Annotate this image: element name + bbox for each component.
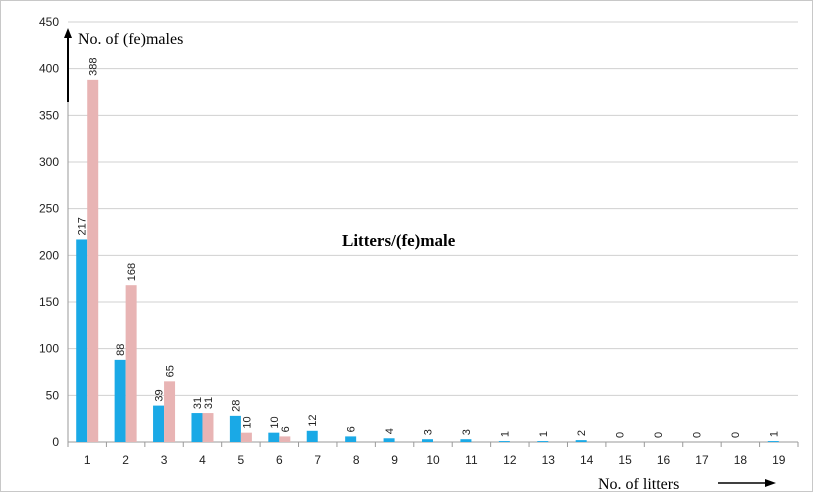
bar-s1-6 xyxy=(268,432,280,442)
bars xyxy=(76,79,779,442)
x-tick-label-14: 14 xyxy=(580,453,594,467)
gridlines xyxy=(67,21,798,443)
bar-s1-13 xyxy=(537,441,549,442)
data-label-s1-14: 2 xyxy=(576,430,588,436)
bar-s2-3 xyxy=(164,381,176,442)
data-label-s1-2: 88 xyxy=(115,344,127,356)
data-label-s1-13: 1 xyxy=(538,431,550,437)
y-tick-label-200: 200 xyxy=(39,248,59,262)
x-tick-label-2: 2 xyxy=(122,453,129,467)
data-label-s2-3: 65 xyxy=(165,365,177,377)
x-tick-label-13: 13 xyxy=(542,453,556,467)
data-label-s1-1: 217 xyxy=(77,217,89,235)
data-label-s1-10: 3 xyxy=(423,429,435,435)
x-tick-label-11: 11 xyxy=(465,453,478,467)
x-tick-label-19: 19 xyxy=(772,453,786,467)
y-tick-label-450: 450 xyxy=(39,15,59,29)
data-label-s1-6: 10 xyxy=(269,416,281,428)
data-label-s1-4: 31 xyxy=(192,397,204,409)
x-axis-ticks: 1 2 3 4 5 6 7 8 9 10 11 12 13 14 15 16 17 18 19 xyxy=(67,442,799,467)
bar-s1-3 xyxy=(153,405,165,442)
data-label-s1-5: 28 xyxy=(230,400,242,412)
x-tick-label-5: 5 xyxy=(238,453,245,467)
y-tick-label-50: 50 xyxy=(46,388,60,402)
bar-s1-7 xyxy=(306,430,318,442)
bar-s1-8 xyxy=(345,436,357,442)
x-tick-label-1: 1 xyxy=(84,453,91,467)
x-axis-arrow-head xyxy=(765,479,776,487)
y-axis-label: No. of (fe)males xyxy=(78,31,183,48)
data-label-s1-19: 1 xyxy=(768,431,780,437)
y-axis-ticks: 0 50 100 150 200 250 300 350 400 450 xyxy=(39,15,59,449)
y-tick-label-100: 100 xyxy=(39,342,59,356)
data-label-s1-16: 0 xyxy=(653,432,665,438)
bar-s2-5 xyxy=(240,432,252,442)
bar-s1-5 xyxy=(229,415,241,442)
bar-s2-6 xyxy=(279,436,291,442)
x-tick-label-18: 18 xyxy=(734,453,748,467)
bar-s2-2 xyxy=(125,285,137,442)
y-tick-label-400: 400 xyxy=(39,62,59,76)
y-tick-label-300: 300 xyxy=(39,155,59,169)
bar-s2-4 xyxy=(202,413,214,442)
data-label-s1-7: 12 xyxy=(307,415,319,427)
bar-s1-11 xyxy=(460,439,472,442)
x-tick-label-6: 6 xyxy=(276,453,283,467)
data-label-s1-12: 1 xyxy=(499,431,511,437)
data-label-s1-9: 4 xyxy=(384,428,396,434)
data-label-s2-5: 10 xyxy=(241,416,253,428)
data-label-s1-8: 6 xyxy=(346,426,358,432)
x-tick-label-7: 7 xyxy=(314,453,321,467)
x-tick-label-17: 17 xyxy=(695,453,709,467)
bar-s1-10 xyxy=(422,439,433,442)
bar-s1-4 xyxy=(191,413,203,442)
bar-s1-9 xyxy=(383,438,395,442)
x-tick-label-10: 10 xyxy=(426,453,440,467)
data-label-s2-6: 6 xyxy=(280,426,292,432)
data-label-s1-18: 0 xyxy=(730,432,742,438)
bar-s1-14 xyxy=(575,440,587,442)
data-label-s1-3: 39 xyxy=(154,389,166,401)
x-tick-label-9: 9 xyxy=(391,453,398,467)
y-axis-arrow-head xyxy=(64,28,72,38)
bar-s1-12 xyxy=(498,441,510,442)
y-tick-label-150: 150 xyxy=(39,295,59,309)
data-label-s1-15: 0 xyxy=(615,432,627,438)
y-tick-label-350: 350 xyxy=(39,108,59,122)
x-tick-label-8: 8 xyxy=(353,453,360,467)
data-label-s1-11: 3 xyxy=(461,429,473,435)
bar-s1-1 xyxy=(76,239,88,442)
data-label-s2-4: 31 xyxy=(203,397,215,409)
bar-s1-19 xyxy=(767,441,779,442)
x-tick-label-4: 4 xyxy=(199,453,206,467)
data-label-s2-1: 388 xyxy=(88,58,100,76)
data-label-s2-2: 168 xyxy=(126,263,138,281)
y-tick-label-250: 250 xyxy=(39,202,59,216)
chart-title: Litters/(fe)male xyxy=(342,231,456,250)
bar-s2-1 xyxy=(87,79,99,442)
x-tick-label-15: 15 xyxy=(618,453,632,467)
bar-s1-2 xyxy=(114,359,126,442)
x-tick-label-16: 16 xyxy=(657,453,671,467)
x-tick-label-12: 12 xyxy=(503,453,517,467)
data-label-s1-17: 0 xyxy=(691,432,703,438)
x-tick-label-3: 3 xyxy=(161,453,168,467)
y-tick-label-0: 0 xyxy=(52,435,59,449)
x-axis-label: No. of litters xyxy=(598,476,679,493)
